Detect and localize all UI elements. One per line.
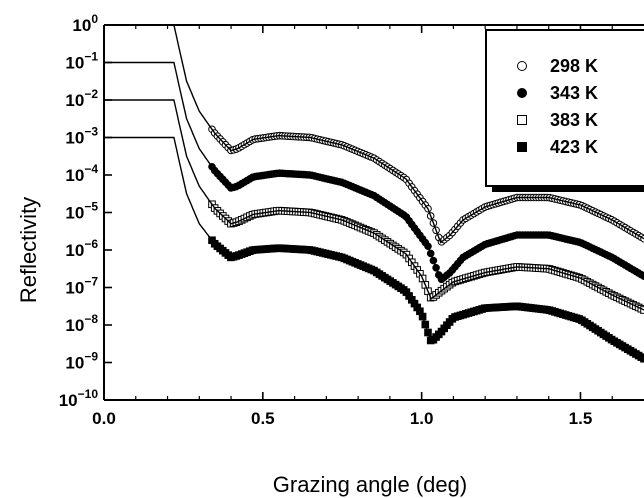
- y-tick-label: 10−7: [65, 275, 98, 298]
- y-tick-label: 10−8: [65, 312, 98, 335]
- x-tick-label: 0.5: [251, 409, 275, 428]
- y-tick-label: 10−5: [65, 200, 98, 223]
- x-tick-label: 1.0: [410, 409, 434, 428]
- y-tick-label: 10−4: [65, 162, 98, 185]
- legend-marker: [517, 115, 527, 125]
- legend-marker: [517, 142, 527, 152]
- legend-label: 343 K: [550, 83, 598, 103]
- legend: 298 K 343 K 383 K 423 K: [485, 29, 644, 192]
- series-markers-3: [208, 200, 644, 314]
- legend-marker: [517, 61, 527, 71]
- y-tick-label: 10−2: [65, 87, 98, 110]
- fit-curve-2: [104, 61, 644, 282]
- data-point: [640, 354, 644, 363]
- y-axis-label: Reflectivity: [16, 197, 41, 303]
- data-point: [640, 306, 644, 314]
- x-tick-label: 1.5: [569, 409, 593, 428]
- legend-label: 298 K: [550, 56, 598, 76]
- legend-marker: [517, 88, 527, 98]
- fit-curve-3: [104, 99, 644, 311]
- y-tick-label: 10−10: [59, 387, 99, 410]
- legend-box: [485, 29, 644, 187]
- y-tick-label: 10−9: [65, 350, 98, 373]
- x-axis-label: Grazing angle (deg): [273, 472, 467, 497]
- fit-curve-4: [104, 136, 644, 360]
- y-tick-label: 10−3: [65, 125, 98, 148]
- series-markers-4: [208, 236, 644, 363]
- x-tick-label: 0.0: [92, 409, 116, 428]
- fit-curve-1: [104, 24, 644, 244]
- y-tick-label: 100: [72, 12, 98, 35]
- ticks: 0.0 0.5 1.0 1.5 10−10 10−9 10−8 10−7 10−6 10−5 10−…: [59, 12, 613, 428]
- legend-label: 383 K: [550, 110, 598, 130]
- y-tick-label: 10−1: [65, 50, 98, 73]
- y-tick-label: 10−6: [65, 237, 98, 260]
- legend-label: 423 K: [550, 137, 598, 157]
- fit-curves: [104, 24, 644, 360]
